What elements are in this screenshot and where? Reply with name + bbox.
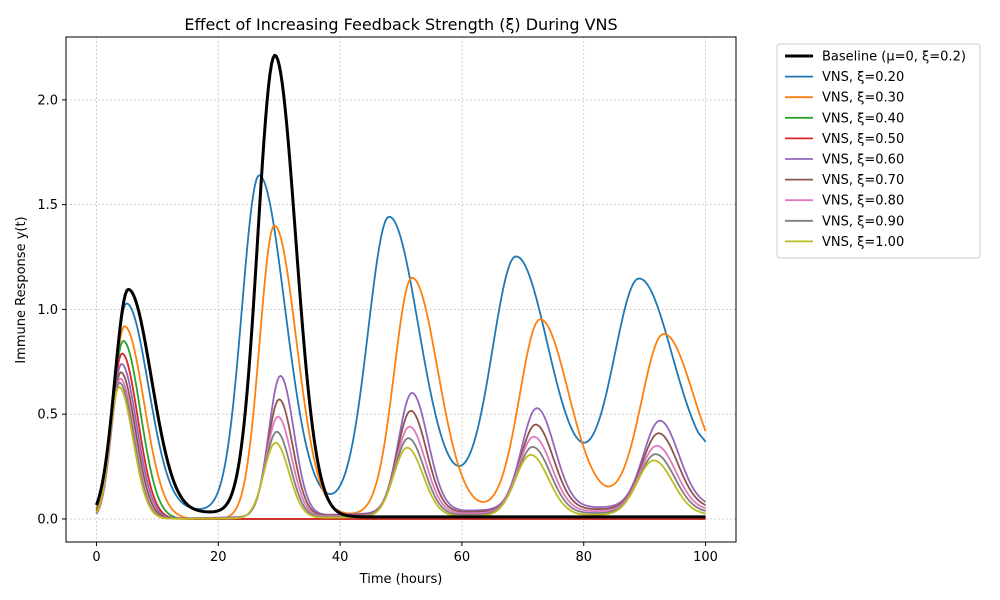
grid [66,37,736,542]
y-tick-label: 0.0 [37,512,58,527]
legend-label: VNS, ξ=0.30 [822,91,904,106]
axis-ticks: 0 20 40 60 80 100 0.0 0.5 1.0 1.5 2.0 [37,93,718,565]
x-tick-label: 20 [210,550,227,565]
legend-label: Baseline (μ=0, ξ=0.2) [822,50,966,65]
series-line-2 [95,224,707,520]
legend-label: VNS, ξ=0.20 [822,70,904,85]
legend-label: VNS, ξ=0.50 [822,132,904,147]
y-tick-label: 1.5 [37,198,58,213]
y-tick-label: 1.0 [37,303,58,318]
plot-frame [65,36,737,543]
y-tick-label: 2.0 [37,93,58,108]
series-lines [95,53,707,520]
x-tick-label: 100 [693,550,718,565]
x-tick-label: 60 [454,550,471,565]
legend: Baseline (μ=0, ξ=0.2) VNS, ξ=0.20 VNS, ξ=0… [776,43,981,259]
y-axis-title: Immune Response y(t) [14,216,29,363]
x-tick-label: 40 [332,550,349,565]
legend-box [776,43,981,259]
chart-title: Effect of Increasing Feedback Strength (… [184,15,617,34]
legend-label: VNS, ξ=0.80 [822,194,904,209]
x-tick-label: 80 [575,550,592,565]
x-axis-title: Time (hours) [359,572,443,587]
series-line-8 [95,381,706,520]
legend-label: VNS, ξ=0.40 [822,111,904,126]
series-line-0 [95,53,706,519]
legend-label: VNS, ξ=0.60 [822,153,904,168]
x-tick-label: 0 [92,550,100,565]
series-line-9 [95,386,706,520]
legend-label: VNS, ξ=0.70 [822,173,904,188]
series-line-1 [95,174,707,510]
legend-label: VNS, ξ=1.00 [822,235,904,250]
y-tick-label: 0.5 [37,408,58,423]
legend-label: VNS, ξ=0.90 [822,214,904,229]
